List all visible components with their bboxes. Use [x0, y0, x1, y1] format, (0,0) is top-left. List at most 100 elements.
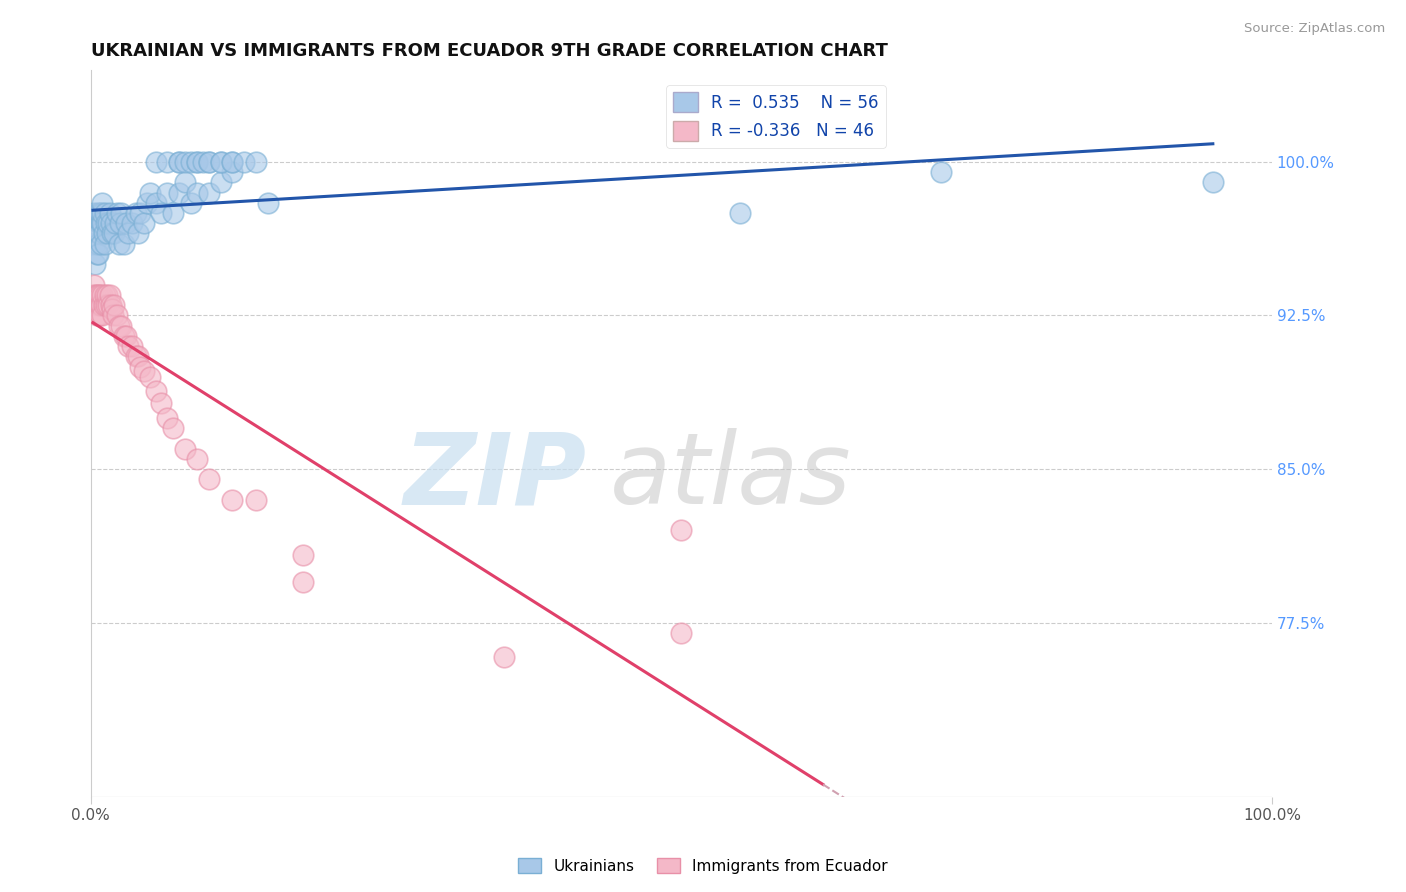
Point: [221, 154, 243, 169]
Text: UKRAINIAN VS IMMIGRANTS FROM ECUADOR 9TH GRADE CORRELATION CHART: UKRAINIAN VS IMMIGRANTS FROM ECUADOR 9TH…: [90, 42, 887, 60]
Point: [100, 298, 122, 312]
Point: [112, 329, 135, 343]
Point: [186, 154, 208, 169]
Point: [186, 186, 208, 200]
Point: [84, 236, 107, 251]
Point: [191, 154, 214, 169]
Point: [86, 309, 108, 323]
Point: [86, 309, 108, 323]
Point: [86, 247, 108, 261]
Point: [84, 257, 107, 271]
Point: [209, 154, 232, 169]
Point: [174, 154, 197, 169]
Point: [1202, 175, 1225, 189]
Point: [87, 227, 110, 241]
Point: [86, 288, 108, 302]
Text: atlas: atlas: [610, 428, 852, 525]
Point: [186, 451, 208, 466]
Point: [82, 288, 104, 302]
Point: [108, 318, 131, 333]
Point: [101, 227, 124, 241]
Point: [197, 154, 219, 169]
Legend: R =  0.535    N = 56, R = -0.336   N = 46: R = 0.535 N = 56, R = -0.336 N = 46: [666, 86, 886, 147]
Point: [112, 236, 135, 251]
Point: [138, 186, 160, 200]
Point: [292, 574, 315, 589]
Point: [89, 288, 111, 302]
Point: [108, 216, 131, 230]
Point: [145, 154, 167, 169]
Point: [156, 410, 179, 425]
Point: [121, 216, 143, 230]
Point: [86, 288, 108, 302]
Point: [245, 492, 267, 507]
Point: [209, 154, 232, 169]
Point: [124, 206, 146, 220]
Point: [117, 339, 139, 353]
Point: [98, 288, 121, 302]
Point: [180, 195, 202, 210]
Point: [730, 206, 752, 220]
Point: [87, 216, 110, 230]
Point: [90, 216, 112, 230]
Point: [91, 288, 114, 302]
Point: [104, 216, 127, 230]
Text: Source: ZipAtlas.com: Source: ZipAtlas.com: [1244, 22, 1385, 36]
Point: [129, 359, 152, 374]
Legend: Ukrainians, Immigrants from Ecuador: Ukrainians, Immigrants from Ecuador: [512, 852, 894, 880]
Point: [117, 227, 139, 241]
Point: [101, 309, 124, 323]
Point: [671, 524, 693, 538]
Point: [89, 206, 111, 220]
Point: [115, 216, 138, 230]
Point: [494, 650, 516, 665]
Point: [150, 206, 173, 220]
Point: [84, 288, 107, 302]
Point: [162, 421, 184, 435]
Point: [98, 206, 121, 220]
Point: [97, 298, 120, 312]
Point: [103, 227, 125, 241]
Point: [103, 298, 125, 312]
Point: [197, 154, 219, 169]
Point: [101, 302, 124, 317]
Point: [136, 195, 159, 210]
Point: [91, 195, 114, 210]
Text: ZIP: ZIP: [404, 428, 586, 525]
Point: [108, 236, 131, 251]
Point: [90, 298, 112, 312]
Point: [197, 472, 219, 486]
Point: [245, 154, 267, 169]
Point: [180, 154, 202, 169]
Point: [150, 396, 173, 410]
Point: [110, 318, 132, 333]
Point: [87, 298, 110, 312]
Point: [127, 227, 149, 241]
Point: [145, 195, 167, 210]
Point: [94, 298, 117, 312]
Point: [91, 206, 114, 220]
Point: [233, 154, 256, 169]
Point: [91, 216, 114, 230]
Point: [83, 277, 105, 292]
Point: [132, 364, 155, 378]
Point: [167, 186, 190, 200]
Point: [145, 384, 167, 399]
Point: [89, 309, 111, 323]
Point: [132, 216, 155, 230]
Point: [94, 216, 117, 230]
Point: [174, 175, 197, 189]
Point: [292, 548, 315, 562]
Point: [156, 186, 179, 200]
Point: [221, 492, 243, 507]
Point: [86, 236, 108, 251]
Point: [110, 206, 132, 220]
Point: [83, 298, 105, 312]
Point: [94, 206, 117, 220]
Point: [83, 206, 105, 220]
Point: [86, 206, 108, 220]
Point: [115, 329, 138, 343]
Point: [97, 216, 120, 230]
Point: [197, 186, 219, 200]
Point: [96, 227, 118, 241]
